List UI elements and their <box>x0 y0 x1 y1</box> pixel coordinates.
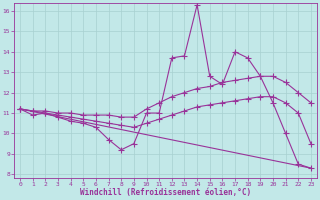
X-axis label: Windchill (Refroidissement éolien,°C): Windchill (Refroidissement éolien,°C) <box>80 188 251 197</box>
